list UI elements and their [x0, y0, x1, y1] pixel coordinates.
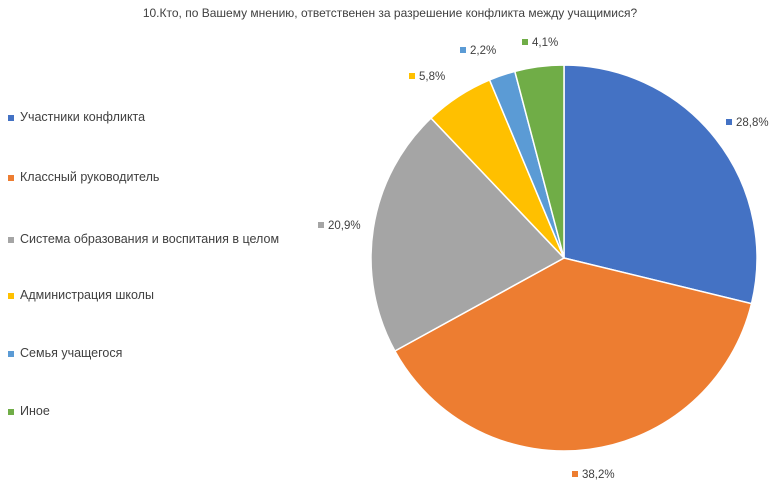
pie-slice-other: [513, 64, 565, 259]
legend-swatch-student-family: [8, 351, 14, 357]
data-label-student-family: 2,2%: [470, 45, 496, 57]
legend-label-other: Иное: [20, 404, 50, 418]
legend-label-participants: Участники конфликта: [20, 110, 146, 124]
data-label-swatch-school-administration: [409, 73, 415, 79]
legend-item-participants: Участники конфликта: [8, 110, 288, 125]
legend-label-class-teacher: Классный руководитель: [20, 170, 160, 184]
data-label-other: 4,1%: [532, 37, 558, 49]
legend-swatch-participants: [8, 115, 14, 121]
legend-label-student-family: Семья учащегося: [20, 346, 123, 360]
legend-item-student-family: Семья учащегося: [8, 346, 288, 361]
legend-label-school-administration: Администрация школы: [20, 288, 154, 302]
chart-title: 10.Кто, по Вашему мнению, ответственен з…: [142, 6, 638, 20]
legend-swatch-education-system: [8, 237, 14, 243]
data-label-class-teacher: 38,2%: [582, 469, 615, 481]
data-label-education-system: 20,9%: [328, 220, 361, 232]
data-label-swatch-student-family: [460, 47, 466, 53]
legend-item-class-teacher: Классный руководитель: [8, 170, 288, 185]
legend-swatch-school-administration: [8, 293, 14, 299]
legend-label-education-system: Система образования и воспитания в целом: [20, 232, 280, 246]
legend-item-school-administration: Администрация школы: [8, 288, 288, 303]
data-label-swatch-education-system: [318, 222, 324, 228]
data-label-swatch-class-teacher: [572, 471, 578, 477]
pie-slice-education-system: [370, 117, 566, 352]
legend-item-other: Иное: [8, 404, 288, 419]
pie-slice-participants: [563, 64, 758, 305]
pie-slice-class-teacher: [393, 257, 753, 452]
data-label-swatch-other: [522, 39, 528, 45]
data-label-participants: 28,8%: [736, 117, 769, 129]
legend-item-education-system: Система образования и воспитания в целом: [8, 232, 288, 247]
data-label-school-administration: 5,8%: [419, 71, 445, 83]
legend-swatch-class-teacher: [8, 175, 14, 181]
data-label-swatch-participants: [726, 119, 732, 125]
legend-swatch-other: [8, 409, 14, 415]
